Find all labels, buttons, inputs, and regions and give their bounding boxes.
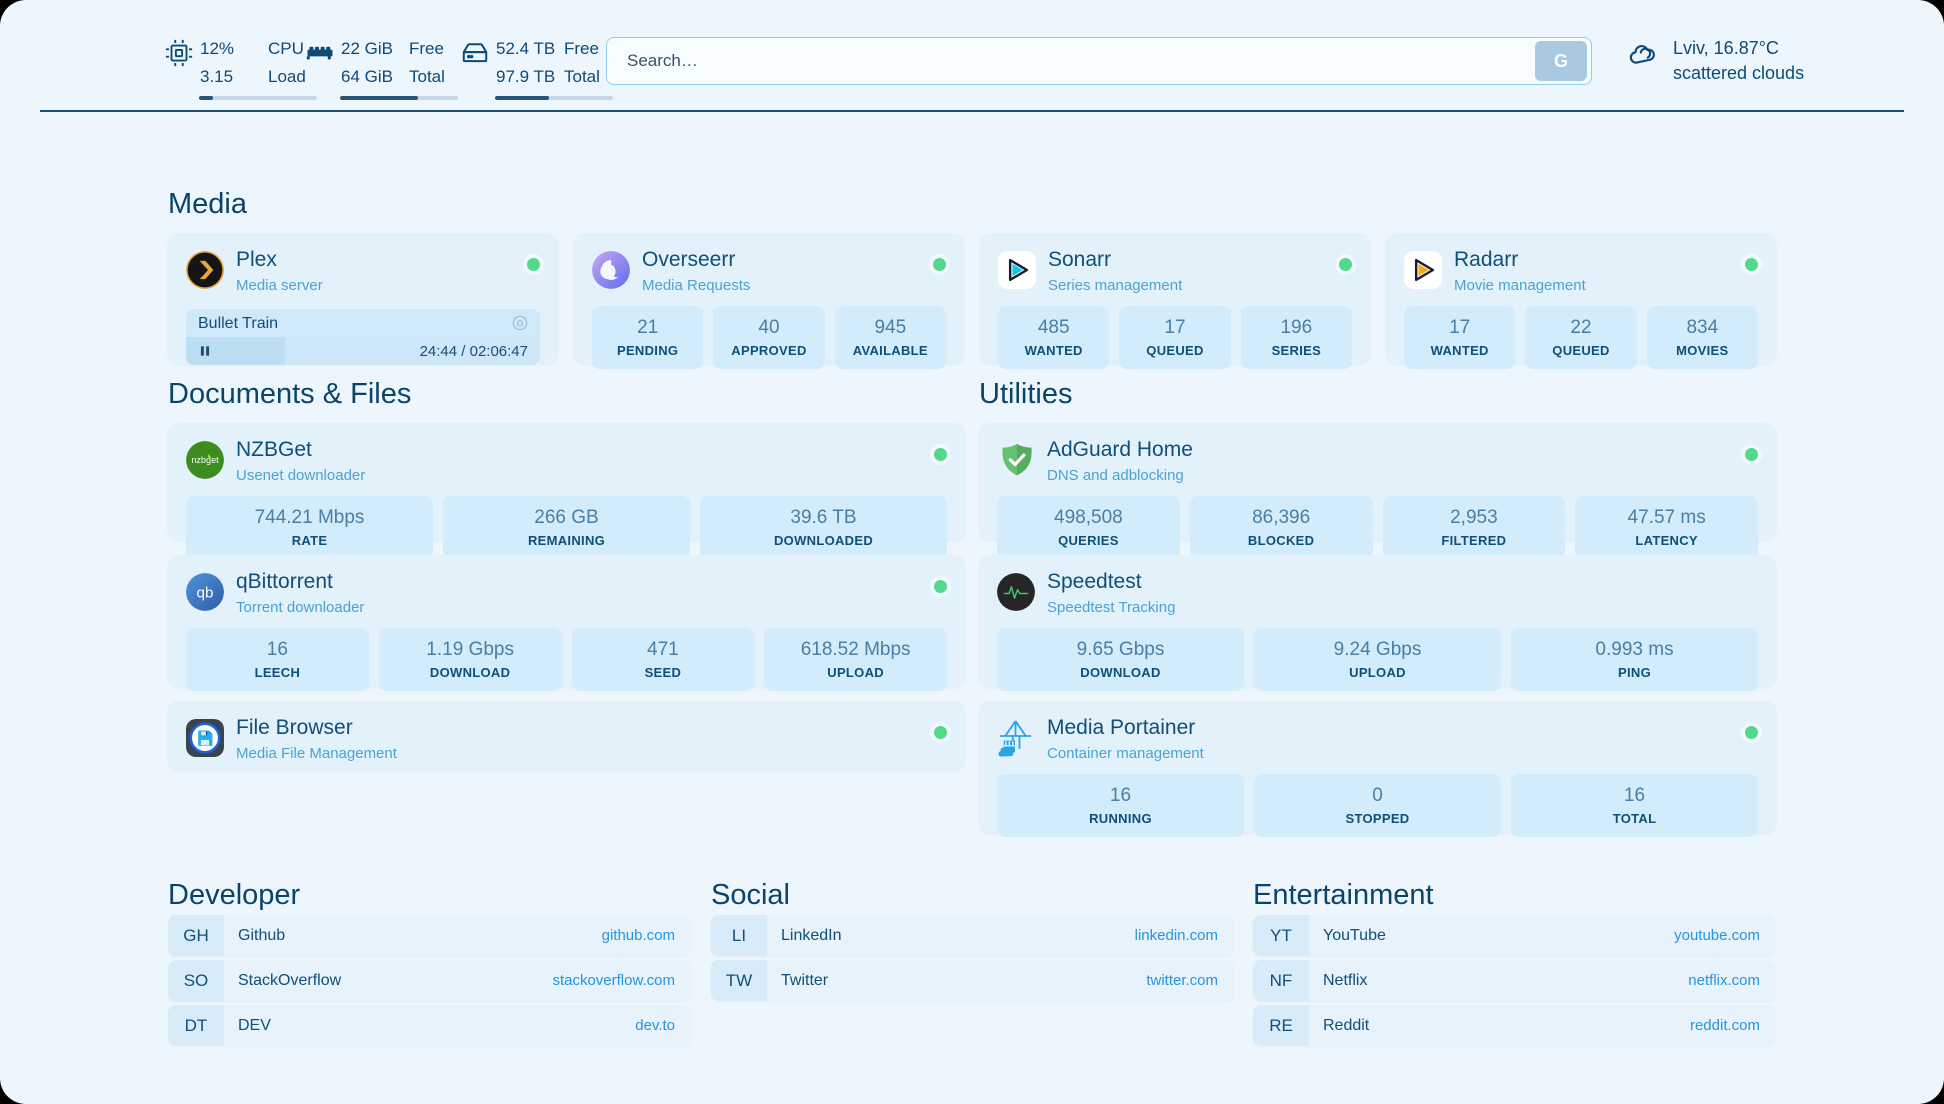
svg-text:nzbget: nzbget (191, 455, 219, 465)
svg-text:qb: qb (197, 584, 214, 601)
